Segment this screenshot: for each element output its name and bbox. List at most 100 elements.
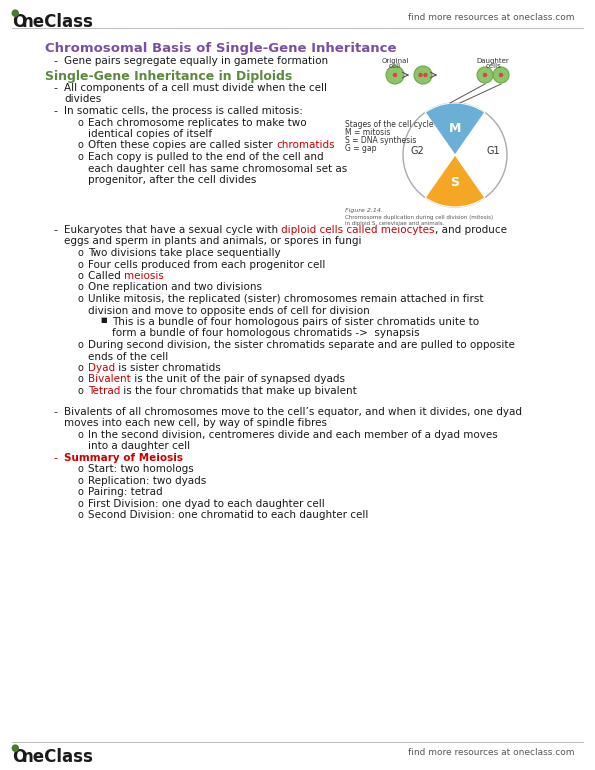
Text: find more resources at oneclass.com: find more resources at oneclass.com	[409, 748, 575, 757]
Text: -: -	[53, 407, 57, 417]
Text: G = gap: G = gap	[345, 144, 377, 153]
Text: Bivalent: Bivalent	[88, 374, 131, 384]
Text: divides: divides	[64, 95, 101, 105]
Circle shape	[477, 67, 493, 83]
Text: Often these copies are called sister: Often these copies are called sister	[88, 140, 276, 150]
Text: Unlike mitosis, the replicated (sister) chromosomes remain attached in first: Unlike mitosis, the replicated (sister) …	[88, 294, 484, 304]
Text: identical copies of itself: identical copies of itself	[88, 129, 212, 139]
Text: G2: G2	[410, 146, 424, 156]
Text: o: o	[78, 374, 84, 384]
Text: Single-Gene Inheritance in Diploids: Single-Gene Inheritance in Diploids	[45, 70, 292, 83]
Text: Each chromosome replicates to make two: Each chromosome replicates to make two	[88, 118, 306, 128]
Text: All components of a cell must divide when the cell: All components of a cell must divide whe…	[64, 83, 327, 93]
Text: o: o	[78, 283, 84, 293]
Text: diploid cells called meiocytes: diploid cells called meiocytes	[281, 225, 435, 235]
Text: Daughter: Daughter	[477, 58, 509, 64]
Text: -: -	[53, 453, 57, 463]
Text: This is a bundle of four homologous pairs of sister chromatids unite to: This is a bundle of four homologous pair…	[112, 317, 479, 327]
Text: First Division: one dyad to each daughter cell: First Division: one dyad to each daughte…	[88, 499, 325, 509]
Text: division and move to opposite ends of cell for division: division and move to opposite ends of ce…	[88, 306, 369, 316]
Text: o: o	[78, 499, 84, 509]
Text: meiosis: meiosis	[124, 271, 164, 281]
Text: o: o	[78, 464, 84, 474]
Text: Each copy is pulled to the end of the cell and: Each copy is pulled to the end of the ce…	[88, 152, 324, 162]
Text: Tetrad: Tetrad	[88, 386, 120, 396]
Text: o: o	[78, 430, 84, 440]
Circle shape	[418, 73, 422, 77]
Text: progenitor, after the cell divides: progenitor, after the cell divides	[88, 175, 256, 185]
Text: Called: Called	[88, 271, 124, 281]
Text: o: o	[78, 259, 84, 270]
Text: o: o	[78, 271, 84, 281]
Text: moves into each new cell, by way of spindle fibres: moves into each new cell, by way of spin…	[64, 418, 327, 428]
Text: M: M	[449, 122, 461, 135]
Circle shape	[386, 66, 404, 84]
Text: o: o	[78, 386, 84, 396]
Text: cell: cell	[389, 63, 401, 69]
Text: -: -	[53, 225, 57, 235]
Text: Start: two homologs: Start: two homologs	[88, 464, 194, 474]
Text: In somatic cells, the process is called mitosis:: In somatic cells, the process is called …	[64, 106, 303, 116]
Wedge shape	[425, 103, 485, 155]
Wedge shape	[425, 155, 485, 207]
Text: Replication: two dyads: Replication: two dyads	[88, 476, 206, 486]
Circle shape	[423, 73, 428, 77]
Text: o: o	[78, 476, 84, 486]
Circle shape	[483, 73, 487, 77]
Text: Two divisions take place sequentially: Two divisions take place sequentially	[88, 248, 281, 258]
Text: find more resources at oneclass.com: find more resources at oneclass.com	[409, 13, 575, 22]
Text: Figure 2.14.: Figure 2.14.	[345, 208, 383, 213]
Text: Pairing: tetrad: Pairing: tetrad	[88, 487, 162, 497]
Text: is the four chromatids that make up bivalent: is the four chromatids that make up biva…	[120, 386, 357, 396]
Text: S = DNA synthesis: S = DNA synthesis	[345, 136, 416, 145]
Text: During second division, the sister chromatids separate and are pulled to opposit: During second division, the sister chrom…	[88, 340, 515, 350]
Text: ■: ■	[100, 317, 107, 323]
Text: S: S	[450, 176, 459, 189]
Text: O: O	[12, 13, 26, 31]
Text: o: o	[78, 248, 84, 258]
Text: Bivalents of all chromosomes move to the cell’s equator, and when it divides, on: Bivalents of all chromosomes move to the…	[64, 407, 522, 417]
Circle shape	[499, 73, 503, 77]
Text: , and produce: , and produce	[435, 225, 507, 235]
Text: ●: ●	[10, 8, 18, 18]
Text: into a daughter cell: into a daughter cell	[88, 441, 190, 451]
Text: ends of the cell: ends of the cell	[88, 351, 168, 361]
Text: O: O	[12, 748, 26, 766]
Text: Eukaryotes that have a sexual cycle with: Eukaryotes that have a sexual cycle with	[64, 225, 281, 235]
Text: Second Division: one chromatid to each daughter cell: Second Division: one chromatid to each d…	[88, 511, 368, 521]
Text: -: -	[53, 83, 57, 93]
Text: Four cells produced from each progenitor cell: Four cells produced from each progenitor…	[88, 259, 325, 270]
Circle shape	[493, 67, 509, 83]
Text: Chromosome duplication during cell division (mitosis): Chromosome duplication during cell divis…	[345, 215, 493, 220]
Text: o: o	[78, 340, 84, 350]
Text: form a bundle of four homologous chromatids ->  synapsis: form a bundle of four homologous chromat…	[112, 329, 419, 339]
Text: G1: G1	[486, 146, 500, 156]
Text: each daughter cell has same chromosomal set as: each daughter cell has same chromosomal …	[88, 163, 347, 173]
Text: chromatids: chromatids	[276, 140, 334, 150]
Text: in diploid S. cerevisiae and animals.: in diploid S. cerevisiae and animals.	[345, 221, 444, 226]
Text: -: -	[53, 56, 57, 66]
Text: eggs and sperm in plants and animals, or spores in fungi: eggs and sperm in plants and animals, or…	[64, 236, 362, 246]
Text: o: o	[78, 511, 84, 521]
Text: o: o	[78, 118, 84, 128]
Text: is sister chromatids: is sister chromatids	[115, 363, 221, 373]
Circle shape	[414, 66, 432, 84]
Text: Chromosomal Basis of Single-Gene Inheritance: Chromosomal Basis of Single-Gene Inherit…	[45, 42, 396, 55]
Text: neClass: neClass	[22, 748, 94, 766]
Text: o: o	[78, 487, 84, 497]
Text: M = mitosis: M = mitosis	[345, 128, 390, 137]
Text: neClass: neClass	[22, 13, 94, 31]
Text: o: o	[78, 363, 84, 373]
Text: o: o	[78, 152, 84, 162]
Text: Gene pairs segregate equally in gamete formation: Gene pairs segregate equally in gamete f…	[64, 56, 328, 66]
Text: One replication and two divisions: One replication and two divisions	[88, 283, 262, 293]
Text: o: o	[78, 140, 84, 150]
Text: ●: ●	[10, 743, 18, 753]
Text: -: -	[53, 106, 57, 116]
Text: Dyad: Dyad	[88, 363, 115, 373]
Circle shape	[393, 73, 397, 77]
Text: cells: cells	[485, 63, 501, 69]
Text: Original: Original	[381, 58, 409, 64]
Text: is the unit of the pair of synapsed dyads: is the unit of the pair of synapsed dyad…	[131, 374, 345, 384]
Text: In the second division, centromeres divide and each member of a dyad moves: In the second division, centromeres divi…	[88, 430, 498, 440]
